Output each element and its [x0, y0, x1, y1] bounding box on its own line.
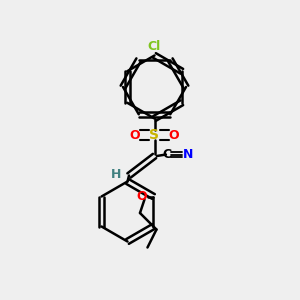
Text: N: N	[183, 148, 194, 161]
Text: Cl: Cl	[148, 40, 161, 52]
Text: O: O	[130, 128, 140, 142]
Text: C: C	[163, 148, 172, 161]
Text: S: S	[149, 128, 160, 142]
Text: O: O	[169, 128, 179, 142]
Text: H: H	[111, 167, 122, 181]
Text: O: O	[137, 190, 148, 203]
